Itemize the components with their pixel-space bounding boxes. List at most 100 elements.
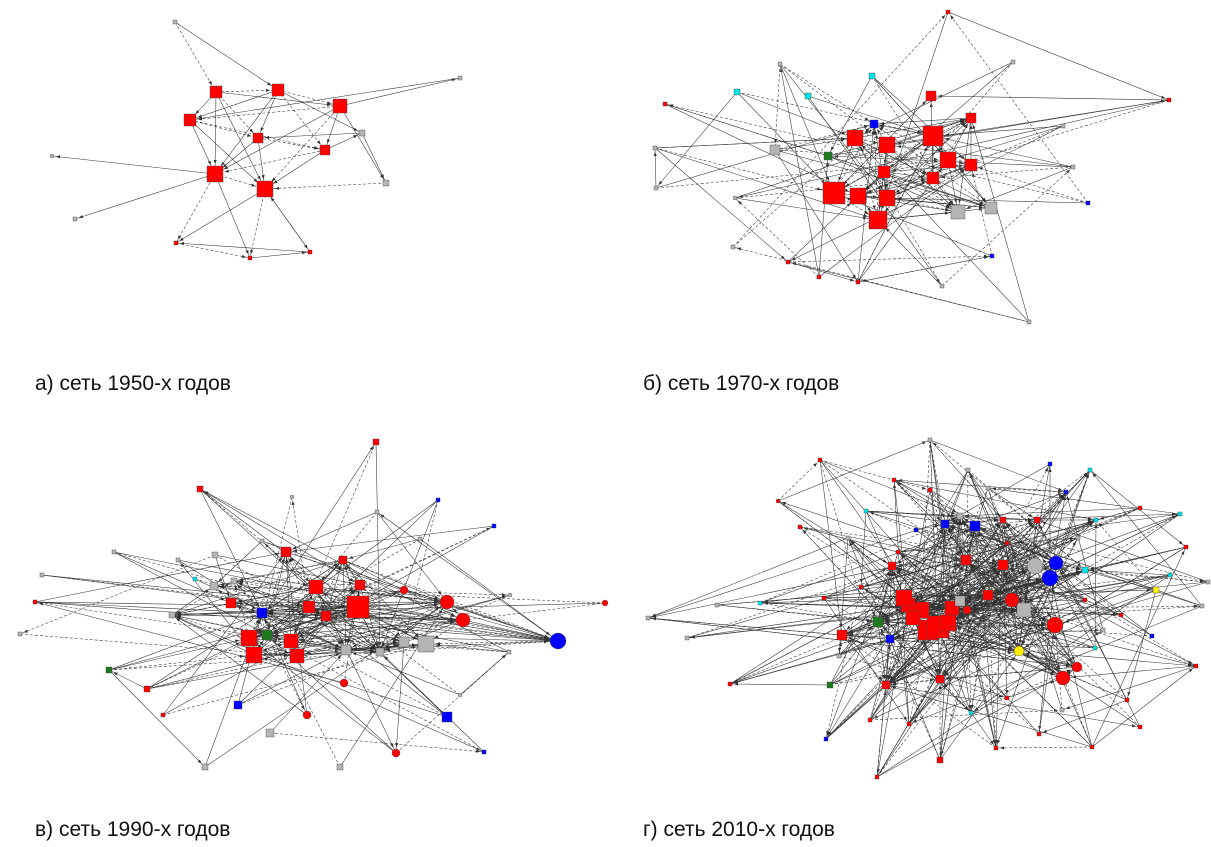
network-node: [319, 144, 331, 156]
edge-arrowhead: [964, 706, 969, 711]
edge-arrowhead: [1005, 689, 1009, 695]
network-edge: [108, 637, 250, 671]
edge-arrowhead: [1181, 550, 1185, 555]
network-edge: [249, 251, 311, 259]
network-edge: [403, 499, 439, 643]
network-edge: [871, 75, 972, 166]
network-node: [1016, 602, 1032, 618]
network-edge: [1055, 562, 1086, 601]
edge-arrowhead: [290, 557, 295, 562]
edge-arrowhead: [963, 522, 969, 527]
network-node: [1087, 467, 1093, 473]
network-edge: [833, 123, 875, 194]
edge-arrowhead: [380, 514, 385, 518]
edge-arrowhead: [970, 704, 974, 710]
network-node: [1060, 123, 1066, 129]
network-node: [1004, 540, 1010, 546]
edge-arrowhead: [1065, 705, 1071, 710]
edge-arrowhead: [384, 656, 389, 661]
edge-arrowhead: [1038, 725, 1042, 731]
edge-arrowhead: [251, 183, 256, 187]
network-node: [1063, 489, 1069, 495]
network-node: [777, 61, 783, 67]
network-edge: [869, 589, 1157, 721]
network-edge: [655, 159, 949, 189]
edge-arrowhead: [991, 487, 997, 491]
network-edge: [799, 526, 1057, 564]
network-edge: [285, 551, 308, 716]
edge-arrowhead: [197, 114, 202, 118]
edge-arrowhead: [867, 207, 871, 212]
network-graph-1970s: [652, 9, 1172, 325]
network-edge: [213, 585, 559, 642]
network-node: [965, 467, 971, 473]
network-edge: [177, 559, 263, 614]
edge-arrowhead: [846, 625, 851, 630]
edge-arrowhead: [246, 133, 252, 137]
network-node: [1013, 645, 1025, 657]
network-edge: [177, 559, 317, 588]
edge-arrowhead: [1041, 617, 1046, 621]
network-edge: [264, 182, 387, 190]
edge-arrowhead: [249, 128, 254, 133]
network-node: [455, 612, 471, 628]
edge-arrowhead: [218, 590, 223, 594]
network-node: [845, 535, 851, 541]
network-edge: [907, 599, 1086, 606]
network-edge: [912, 537, 1079, 619]
edge-arrowhead: [348, 581, 354, 585]
network-edge: [777, 459, 821, 502]
network-edge: [729, 683, 831, 686]
edge-arrowhead: [974, 707, 979, 711]
network-edge: [1094, 519, 1097, 649]
edge-arrowhead: [220, 597, 225, 601]
network-edge: [865, 510, 961, 517]
network-edge: [266, 551, 287, 636]
network-edge: [189, 77, 461, 121]
edge-arrowhead: [273, 638, 278, 642]
edge-arrowhead: [869, 511, 875, 515]
caption-1950s: а) сеть 1950-х годов: [35, 372, 231, 395]
edge-arrowhead: [256, 644, 262, 648]
network-node: [1026, 557, 1044, 575]
edge-arrowhead: [993, 587, 999, 592]
network-edge: [893, 479, 1025, 611]
edge-arrowhead: [830, 146, 835, 151]
network-edge: [51, 155, 216, 175]
edge-arrowhead: [881, 205, 885, 210]
network-node: [256, 607, 268, 619]
network-edge: [957, 117, 972, 213]
edge-arrowhead: [921, 486, 927, 490]
network-node: [969, 520, 981, 532]
network-node: [340, 644, 352, 656]
edge-arrowhead: [1094, 628, 1100, 632]
network-node: [968, 710, 974, 716]
network-edge: [253, 643, 427, 656]
network-edge: [947, 609, 1025, 624]
edge-arrowhead: [1018, 597, 1022, 602]
edge-arrowhead: [299, 637, 305, 642]
edge-arrowhead: [825, 161, 829, 167]
network-node: [196, 485, 204, 493]
edge-arrowhead: [390, 743, 394, 748]
network-edge: [779, 63, 820, 278]
edge-arrowhead: [314, 613, 320, 618]
network-node: [32, 599, 38, 605]
network-edge: [876, 489, 931, 778]
network-edge: [34, 601, 345, 684]
network-edge: [361, 132, 387, 184]
network-edge: [877, 11, 949, 221]
network-node: [320, 610, 332, 622]
network-edge: [189, 105, 341, 121]
edge-arrowhead: [917, 129, 922, 133]
edge-arrowhead: [978, 207, 984, 211]
edge-arrowhead: [394, 634, 399, 638]
network-node: [17, 631, 23, 637]
edge-arrowhead: [1005, 571, 1010, 576]
edge-arrowhead: [896, 145, 902, 149]
edge-arrowhead: [950, 15, 955, 20]
network-edge: [939, 650, 1020, 761]
network-node: [885, 634, 895, 644]
network-node: [391, 748, 401, 758]
network-node: [1137, 505, 1143, 511]
